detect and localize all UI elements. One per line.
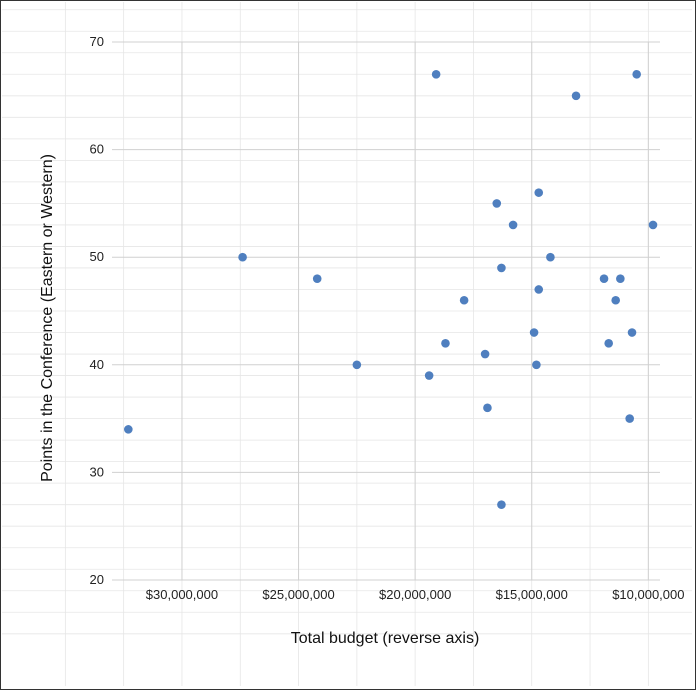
data-point bbox=[534, 285, 544, 294]
x-tick-label: $20,000,000 bbox=[379, 587, 451, 602]
y-tick-label: 30 bbox=[90, 464, 104, 479]
data-point bbox=[441, 338, 450, 348]
data-point bbox=[483, 403, 492, 413]
y-tick-label: 50 bbox=[90, 249, 104, 264]
data-point bbox=[599, 274, 609, 284]
axis-ticks: 20 30 40 50 60 70 $30,000,000 $25,000,000 $20,00… bbox=[90, 34, 685, 602]
x-axis-title: Total budget (reverse axis) bbox=[291, 630, 480, 647]
x-tick-label: $15,000,000 bbox=[496, 587, 568, 602]
y-tick-label: 20 bbox=[90, 572, 104, 587]
x-tick-label: $25,000,000 bbox=[262, 587, 334, 602]
data-point bbox=[627, 328, 637, 337]
data-point bbox=[352, 360, 362, 370]
data-points bbox=[124, 69, 658, 509]
data-point bbox=[616, 274, 625, 284]
data-point bbox=[124, 425, 133, 434]
data-point bbox=[532, 360, 541, 370]
data-point bbox=[534, 188, 544, 197]
x-tick-label: $30,000,000 bbox=[146, 587, 218, 602]
data-point bbox=[546, 252, 555, 262]
data-point bbox=[529, 328, 539, 337]
data-point bbox=[238, 252, 247, 262]
data-point bbox=[648, 220, 658, 230]
y-tick-label: 70 bbox=[90, 34, 104, 49]
data-point bbox=[480, 349, 490, 359]
data-point bbox=[604, 338, 613, 348]
data-point bbox=[571, 91, 581, 101]
x-tick-label: $10,000,000 bbox=[612, 587, 684, 602]
data-point bbox=[312, 274, 322, 284]
data-point bbox=[611, 295, 620, 305]
y-tick-label: 40 bbox=[90, 357, 104, 372]
y-tick-label: 60 bbox=[90, 142, 104, 157]
data-point bbox=[625, 414, 634, 423]
data-point bbox=[497, 500, 506, 509]
data-point bbox=[424, 371, 434, 380]
data-point bbox=[431, 69, 441, 79]
data-point bbox=[492, 199, 502, 208]
data-point bbox=[497, 263, 506, 273]
data-point bbox=[508, 220, 518, 230]
y-axis-title: Points in the Conference (Eastern or Wes… bbox=[39, 154, 56, 482]
data-point bbox=[632, 69, 641, 79]
data-point bbox=[459, 295, 469, 305]
